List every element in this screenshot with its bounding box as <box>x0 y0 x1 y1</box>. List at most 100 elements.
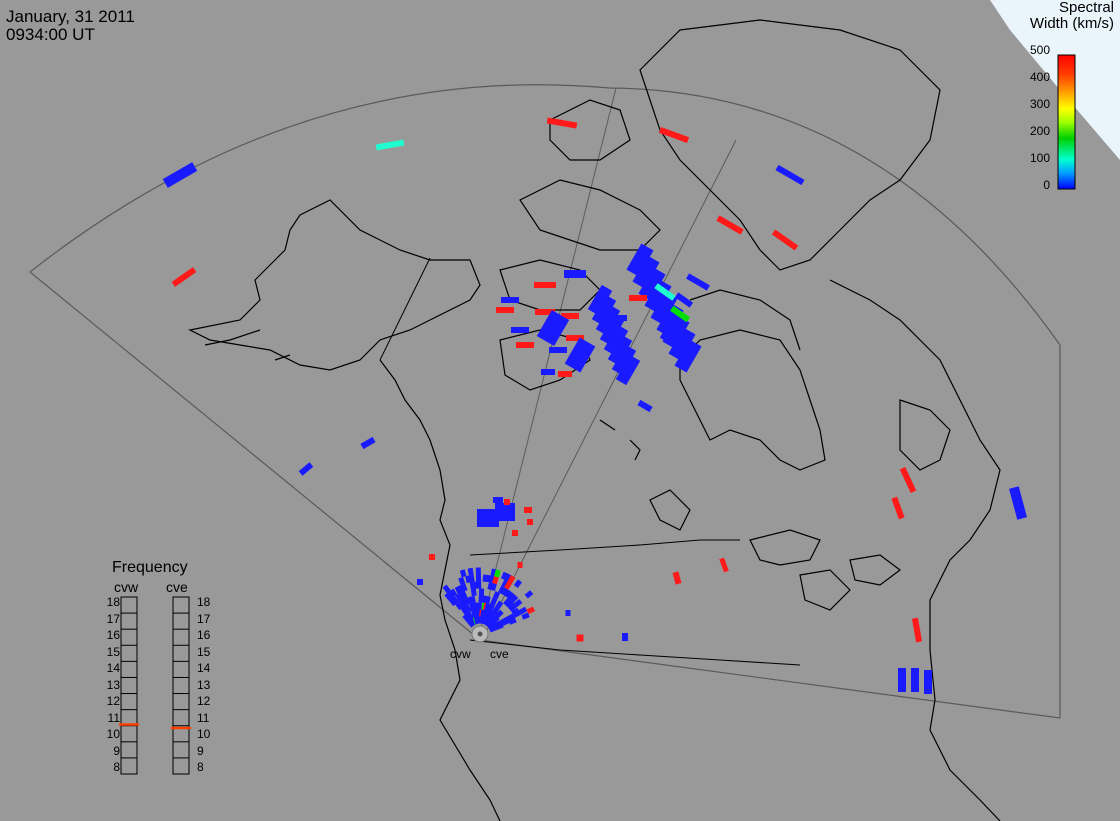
freq-box-cvw <box>121 597 137 774</box>
time-label: 0934:00 UT <box>6 26 135 44</box>
scatter-cell <box>776 165 805 185</box>
scatter-cell <box>516 342 534 348</box>
scatter-cell <box>514 579 522 588</box>
freq-scale-left-16: 16 <box>100 628 120 642</box>
freq-scale-left-10: 10 <box>100 727 120 741</box>
freq-scale-right-15: 15 <box>197 645 217 659</box>
freq-radar-name-cve: cve <box>166 579 188 595</box>
colorbar <box>1058 55 1075 189</box>
scatter-cell <box>511 327 529 333</box>
colorbar-tick-200: 200 <box>1020 124 1050 138</box>
date-label: January, 31 2011 <box>6 8 135 26</box>
scatter-cell <box>468 568 474 576</box>
freq-scale-right-11: 11 <box>197 711 217 725</box>
colorbar-title-line1: Spectral <box>994 0 1114 16</box>
timestamp-header: January, 31 2011 0934:00 UT <box>6 8 135 44</box>
scatter-cell <box>496 307 514 313</box>
scatter-cell <box>479 588 484 595</box>
scatter-cell <box>566 610 571 616</box>
scatter-cell <box>673 571 682 584</box>
scatter-cell <box>501 297 519 303</box>
scatter-cell <box>577 635 584 642</box>
scatter-cell <box>417 579 423 585</box>
scatter-cell <box>518 562 523 568</box>
scatter-cell <box>1009 486 1027 519</box>
scatter-cell <box>477 602 482 609</box>
freq-scale-left-18: 18 <box>100 595 120 609</box>
freq-scale-right-8: 8 <box>197 760 217 774</box>
scatter-cell <box>564 270 586 278</box>
scatter-cell <box>512 530 518 536</box>
freq-scale-right-10: 10 <box>197 727 217 741</box>
freq-scale-right-14: 14 <box>197 661 217 675</box>
freq-scale-left-12: 12 <box>100 694 120 708</box>
scatter-cell <box>911 668 919 692</box>
freq-scale-right-16: 16 <box>197 628 217 642</box>
freq-radar-name-cvw: cvw <box>114 579 138 595</box>
scatter-cell <box>376 140 405 151</box>
freq-scale-right-13: 13 <box>197 678 217 692</box>
coastlines <box>190 20 1000 821</box>
colorbar-tick-100: 100 <box>1020 151 1050 165</box>
radar-site-center <box>478 632 483 637</box>
scatter-cell <box>629 295 647 301</box>
scatter-cell <box>686 273 710 290</box>
frequency-title: Frequency <box>112 559 188 577</box>
scatter-cell <box>469 575 475 583</box>
scatter-cell <box>360 437 375 449</box>
scatter-cell <box>637 400 652 412</box>
freq-scale-left-11: 11 <box>100 711 120 725</box>
scatter-cell <box>549 347 567 353</box>
colorbar-title: Spectral Width (km/s) <box>994 0 1114 32</box>
scatter-cell <box>527 519 533 525</box>
colorbar-tick-300: 300 <box>1020 97 1050 111</box>
colorbar-tick-0: 0 <box>1020 178 1050 192</box>
frequency-scales <box>119 597 191 774</box>
freq-scale-left-15: 15 <box>100 645 120 659</box>
freq-scale-right-9: 9 <box>197 744 217 758</box>
scatter-cell <box>547 117 578 128</box>
scatter-cell <box>898 668 906 692</box>
colorbar-tick-400: 400 <box>1020 70 1050 84</box>
scatter-cell <box>924 670 932 694</box>
scatter-cell <box>900 467 916 493</box>
freq-scale-right-18: 18 <box>197 595 217 609</box>
scatter-cell <box>471 589 477 597</box>
political-borders <box>380 258 800 665</box>
colorbar-tick-500: 500 <box>1020 43 1050 57</box>
freq-box-cve <box>173 597 189 774</box>
scatter-cell <box>504 499 510 505</box>
scatter-cell <box>565 338 596 373</box>
scatter-cell <box>476 581 481 588</box>
scatter-cell <box>299 462 314 476</box>
backscatter-cells <box>163 117 1027 694</box>
scatter-cell <box>172 267 197 287</box>
scatter-cell <box>613 315 627 321</box>
scatter-cell <box>429 554 435 560</box>
site-label-cvw: cvw <box>450 647 471 661</box>
scatter-cell <box>534 282 556 288</box>
freq-scale-left-8: 8 <box>100 760 120 774</box>
colorbar-title-line2: Width (km/s) <box>994 16 1114 32</box>
freq-scale-left-14: 14 <box>100 661 120 675</box>
site-label-cve: cve <box>490 647 509 661</box>
scatter-cell <box>912 618 922 643</box>
fov-beam-divider-left <box>478 88 616 640</box>
scatter-cell <box>541 369 555 375</box>
scatter-cell <box>163 162 197 188</box>
scatter-cell <box>716 215 743 234</box>
scatter-cell <box>622 633 628 641</box>
scatter-cell <box>558 371 572 377</box>
scatter-cell <box>460 569 467 577</box>
scatter-cell <box>772 230 798 251</box>
scatter-cell <box>891 497 904 520</box>
freq-scale-right-17: 17 <box>197 612 217 626</box>
scatter-cell <box>525 590 534 598</box>
freq-scale-left-9: 9 <box>100 744 120 758</box>
scatter-cell <box>524 507 532 513</box>
scatter-cell <box>719 558 728 573</box>
freq-scale-left-17: 17 <box>100 612 120 626</box>
scatter-cell <box>495 503 515 521</box>
scatter-cell <box>476 567 481 574</box>
